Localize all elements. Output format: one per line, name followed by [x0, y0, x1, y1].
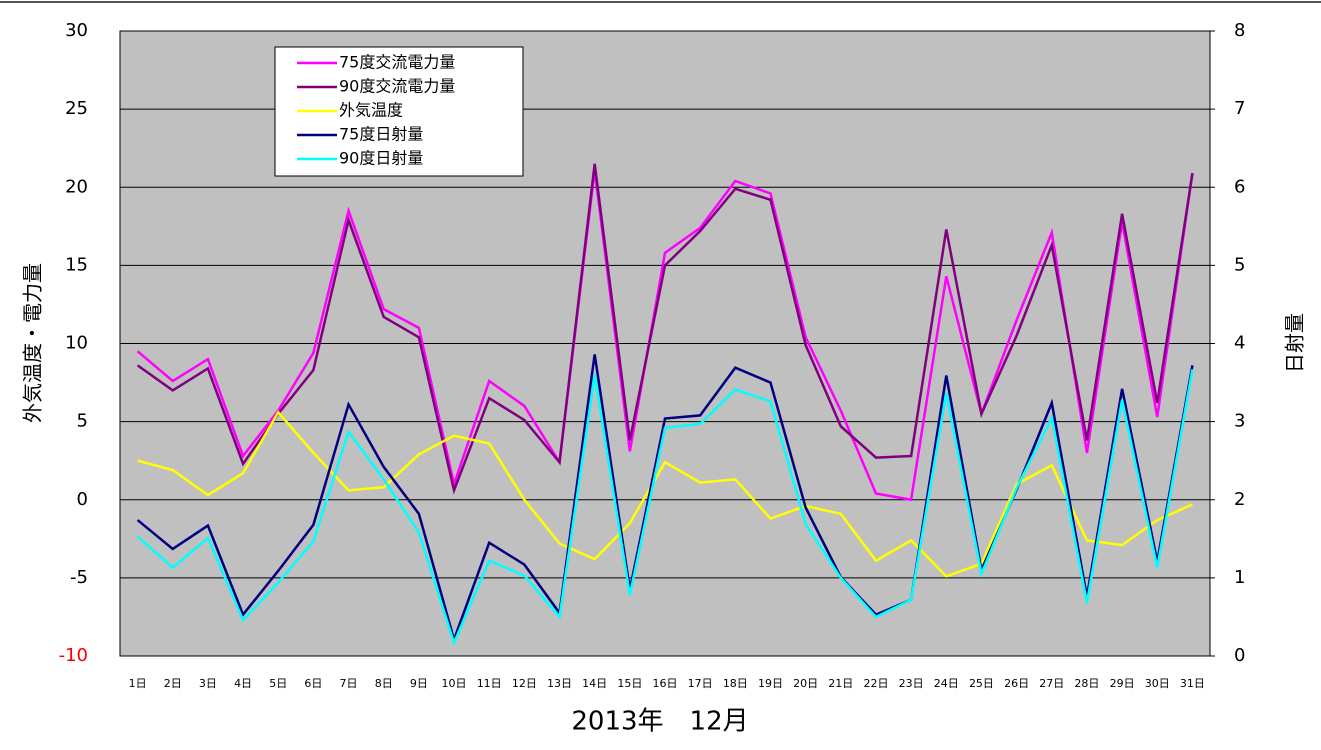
x-tick-label: 17日 — [688, 677, 713, 690]
x-tick-label: 5日 — [269, 677, 287, 690]
y-tick-label: 25 — [65, 98, 88, 119]
x-tick-label: 27日 — [1039, 677, 1064, 690]
x-tick-label: 6日 — [304, 677, 322, 690]
y-tick-label: 30 — [65, 20, 88, 41]
y2-axis-label: 日射量 — [1283, 313, 1307, 373]
x-tick-label: 1日 — [129, 677, 147, 690]
y2-tick-label: 3 — [1234, 411, 1245, 432]
y-tick-label: 15 — [65, 254, 88, 275]
x-tick-label: 3日 — [199, 677, 217, 690]
y-axis-label: 外気温度・電力量 — [21, 263, 45, 423]
x-tick-label: 23日 — [899, 677, 924, 690]
y-tick-label: 0 — [77, 489, 88, 510]
y-tick-label: 20 — [65, 176, 88, 197]
x-tick-label: 28日 — [1074, 677, 1099, 690]
y-tick-label: 10 — [65, 333, 88, 354]
x-tick-label: 8日 — [375, 677, 393, 690]
x-tick-label: 9日 — [410, 677, 428, 690]
series-line — [136, 169, 1194, 502]
x-tick-label: 2日 — [164, 677, 182, 690]
x-tick-label: 29日 — [1110, 677, 1135, 690]
y2-tick-label: 1 — [1234, 567, 1245, 588]
y2-tick-label: 4 — [1234, 333, 1245, 354]
x-tick-label: 19日 — [758, 677, 783, 690]
series-line — [136, 163, 1194, 495]
y2-tick-label: 6 — [1234, 176, 1245, 197]
y2-tick-label: 2 — [1234, 489, 1245, 510]
y-tick-label: 5 — [77, 411, 88, 432]
x-tick-label: 30日 — [1145, 677, 1170, 690]
x-tick-label: 31日 — [1180, 677, 1205, 690]
x-tick-label: 26日 — [1004, 677, 1029, 690]
x-tick-label: 21日 — [828, 677, 853, 690]
y-tick-label: -5 — [70, 567, 88, 588]
y-tick-label: -10 — [59, 645, 88, 666]
x-tick-label: 4日 — [234, 677, 252, 690]
x-tick-label: 25日 — [969, 677, 994, 690]
legend-label: 75度交流電力量 — [339, 53, 455, 72]
x-tick-label: 11日 — [477, 677, 502, 690]
legend-label: 外気温度 — [339, 101, 403, 120]
x-tick-label: 7日 — [340, 677, 358, 690]
x-tick-label: 24日 — [934, 677, 959, 690]
series-line — [137, 410, 1193, 578]
legend-label: 75度日射量 — [339, 125, 423, 144]
legend-label: 90度交流電力量 — [339, 77, 455, 96]
x-tick-label: 22日 — [863, 677, 888, 690]
x-tick-label: 20日 — [793, 677, 818, 690]
x-tick-label: 14日 — [582, 677, 607, 690]
x-tick-label: 18日 — [723, 677, 748, 690]
x-tick-label: 15日 — [617, 677, 642, 690]
y2-tick-label: 8 — [1234, 20, 1245, 41]
series-line — [136, 369, 1194, 647]
y2-tick-label: 7 — [1234, 98, 1245, 119]
legend-label: 90度日射量 — [339, 149, 423, 168]
x-tick-label: 13日 — [547, 677, 572, 690]
x-tick-label: 16日 — [653, 677, 678, 690]
y2-tick-label: 5 — [1234, 254, 1245, 275]
y2-tick-label: 0 — [1234, 645, 1245, 666]
x-tick-label: 12日 — [512, 677, 537, 690]
x-tick-label: 10日 — [442, 677, 467, 690]
x-axis-label: 2013年 12月 — [571, 707, 748, 737]
